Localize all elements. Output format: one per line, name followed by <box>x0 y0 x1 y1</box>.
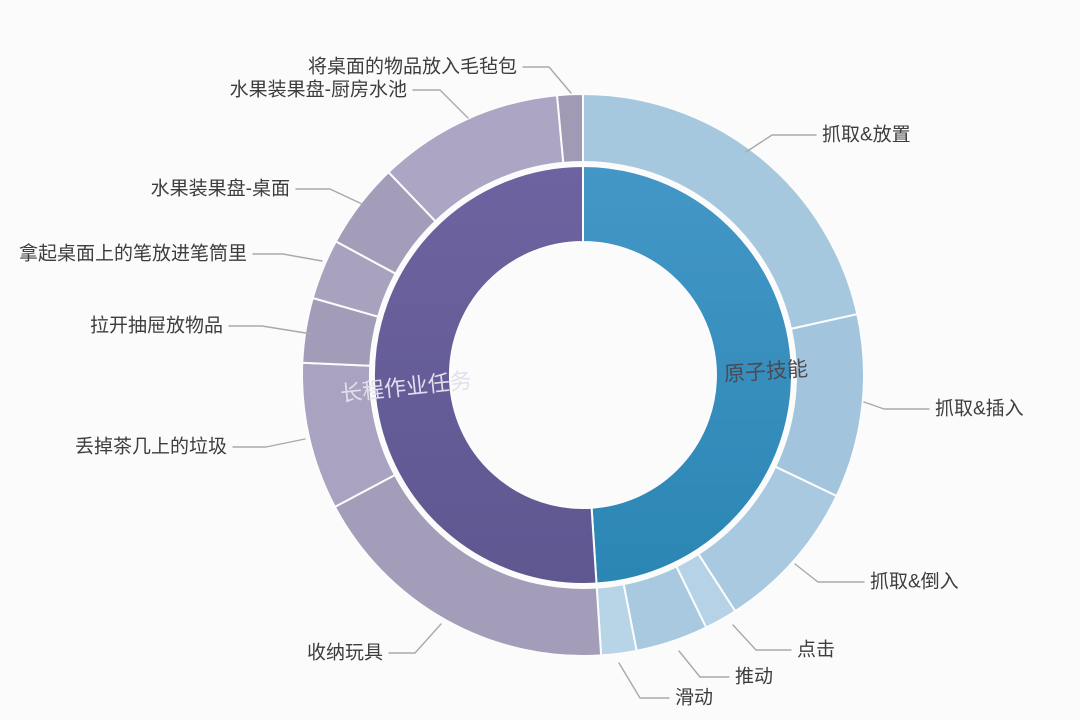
leader-click <box>732 624 792 651</box>
leader-grasp-insert <box>863 401 930 410</box>
segment-long-horizon-tasks[interactable] <box>373 165 598 585</box>
leader-store-toys <box>388 623 442 654</box>
label-store-toys: 收纳玩具 <box>307 642 383 664</box>
label-push: 推动 <box>735 666 773 688</box>
label-slide: 滑动 <box>675 687 713 709</box>
label-throw-trash: 丢掉茶几上的垃圾 <box>75 436 227 458</box>
leader-push <box>678 650 730 678</box>
label-click: 点击 <box>797 639 835 661</box>
segment-felt-bag[interactable] <box>556 92 584 164</box>
label-felt-bag: 将桌面的物品放入毛毡包 <box>308 56 517 78</box>
leader-grasp-place <box>745 134 817 153</box>
leader-pen-to-holder <box>252 253 323 262</box>
label-grasp-place: 抓取&放置 <box>822 124 911 146</box>
label-open-drawer: 拉开抽屉放物品 <box>90 315 223 337</box>
leader-fruit-plate-sink <box>412 89 469 119</box>
leader-fruit-plate-desktop <box>295 188 363 205</box>
label-grasp-insert: 抓取&插入 <box>935 398 1024 420</box>
label-fruit-plate-sink: 水果装果盘-厨房水池 <box>230 79 407 101</box>
leader-open-drawer <box>228 325 313 335</box>
leader-slide <box>618 662 670 699</box>
leader-throw-trash <box>232 438 306 448</box>
segment-atomic-skills[interactable] <box>582 165 793 585</box>
label-pen-to-holder: 拿起桌面上的笔放进笔筒里 <box>19 242 247 265</box>
leader-grasp-pour <box>794 563 865 583</box>
label-fruit-plate-desktop: 水果装果盘-桌面 <box>151 178 290 200</box>
label-grasp-pour: 抓取&倒入 <box>870 571 959 593</box>
leader-felt-bag <box>522 66 572 94</box>
